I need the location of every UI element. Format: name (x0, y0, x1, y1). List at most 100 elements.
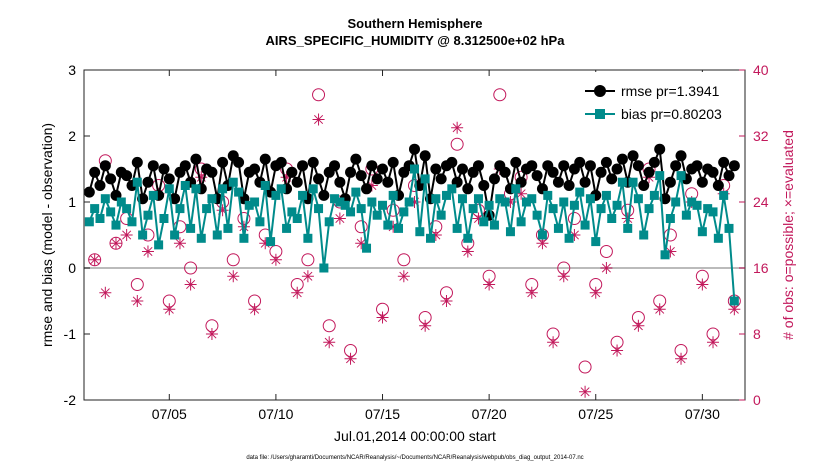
bias-point (260, 181, 270, 190)
bias-point (116, 197, 126, 207)
bias-point (569, 200, 579, 210)
legend: rmse pr=1.3941 bias pr=0.80203 (579, 72, 744, 128)
obs-evaluated-point (141, 245, 154, 258)
obs-evaluated-stroke (335, 213, 345, 224)
y-right-tick-label: 40 (753, 62, 769, 78)
y-left-tick-label: -1 (64, 326, 77, 342)
rmse-point (616, 153, 628, 165)
rmse-point (510, 156, 522, 168)
bias-point (282, 223, 292, 233)
rmse-point (728, 160, 740, 172)
obs-evaluated-stroke (303, 271, 313, 281)
obs-evaluated-stroke (228, 271, 238, 281)
bias-point (607, 214, 617, 223)
rmse-point (233, 156, 245, 168)
obs-evaluated-stroke (324, 337, 334, 347)
obs-evaluated-point (696, 278, 709, 291)
obs-evaluated-point (333, 212, 346, 225)
rmse-point (664, 176, 676, 188)
obs-evaluated-stroke (292, 288, 302, 298)
rmse-point (158, 163, 170, 175)
rmse-point (606, 173, 618, 185)
bias-point (468, 204, 478, 214)
obs-evaluated-point (109, 237, 122, 250)
obs-evaluated-point (653, 303, 666, 316)
obs-evaluated-stroke (122, 230, 132, 240)
obs-possible-point (354, 220, 368, 234)
y-left-tick-label: 3 (68, 62, 76, 78)
bias-point (356, 204, 366, 214)
rmse-point (526, 160, 538, 172)
bias-point (234, 187, 244, 197)
rmse-point (179, 160, 191, 172)
rmse-point (456, 163, 468, 175)
x-tick-label: 07/20 (472, 406, 507, 422)
bias-point (399, 207, 409, 217)
obs-evaluated-point (120, 229, 133, 241)
obs-evaluated-stroke (655, 304, 665, 314)
axis-layer: -2 -1 0 1 2 3 0 8 16 24 32 40 07/05 07/10 07/15 07/20 07… (64, 62, 769, 422)
bias-point (703, 204, 713, 214)
obs-evaluated-stroke (612, 345, 622, 356)
y-left-tick-label: 2 (68, 128, 76, 144)
bias-point (223, 223, 233, 233)
obs-evaluated-point (589, 286, 602, 299)
bias-point (95, 214, 105, 223)
rmse-point (611, 163, 623, 175)
rmse-point (462, 183, 474, 195)
rmse-point (574, 156, 586, 168)
rmse-point (345, 166, 357, 178)
obs-evaluated-point (173, 237, 186, 250)
legend-box (579, 72, 744, 128)
bias-point (473, 194, 483, 204)
rmse-point (446, 156, 458, 168)
obs-evaluated-stroke (356, 238, 366, 248)
obs-possible-point (493, 88, 507, 102)
y-left-tick-label: 1 (68, 194, 76, 210)
bias-point (138, 230, 148, 240)
rmse-point (217, 156, 229, 168)
bias-point (303, 233, 313, 243)
bias-point (681, 210, 691, 220)
bias-point (479, 217, 489, 227)
rmse-point (638, 180, 650, 191)
obs-evaluated-point (301, 270, 314, 283)
obs-evaluated-stroke (420, 321, 430, 331)
bias-point (218, 184, 228, 194)
bias-point (180, 181, 190, 190)
obs-evaluated-point (323, 336, 336, 349)
bias-point (708, 207, 718, 217)
obs-possible-point (226, 253, 240, 267)
rmse-point (94, 180, 106, 191)
legend-bias-label: bias pr=0.80203 (621, 106, 722, 122)
plot-layer (83, 88, 745, 398)
y-axis-label-right: # of obs: o=possible; ×=evaluated (780, 130, 796, 340)
bias-point (175, 204, 185, 214)
bias-point (441, 190, 451, 200)
bias-point (388, 190, 398, 200)
obs-evaluated-stroke (633, 321, 643, 331)
rmse-point (472, 160, 484, 172)
rmse-point (478, 180, 490, 191)
obs-possible-point (450, 137, 464, 151)
obs-evaluated-stroke (90, 255, 100, 265)
rmse-point (89, 166, 101, 178)
bias-point (196, 233, 206, 243)
obs-evaluated-stroke (548, 337, 558, 347)
bias-point (724, 223, 734, 233)
bias-point (100, 194, 110, 204)
bias-point (665, 214, 675, 223)
legend-bias-marker (595, 109, 605, 119)
bias-point (649, 190, 659, 200)
bias-point (447, 184, 457, 194)
y-axis-label-left: rmse and bias (model - observation) (39, 123, 55, 347)
bias-point (548, 204, 558, 214)
bias-point (212, 230, 222, 240)
data-file-footnote: data file: /Users/gharamti/Documents/NCA… (246, 455, 583, 461)
bias-point (687, 197, 697, 207)
rmse-point (371, 173, 383, 185)
bias-point (628, 177, 638, 187)
bias-point (127, 217, 137, 227)
rmse-point (409, 143, 420, 155)
obs-evaluated-point (227, 270, 240, 283)
